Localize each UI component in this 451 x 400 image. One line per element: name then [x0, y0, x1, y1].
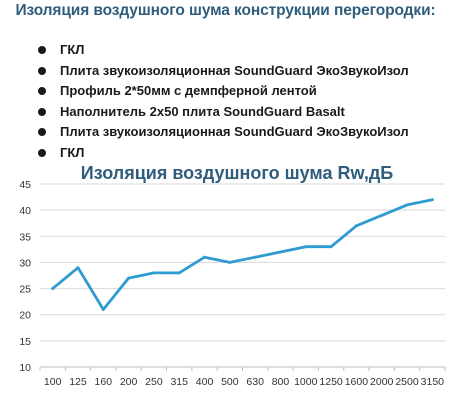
- y-tick-label: 20: [19, 310, 31, 322]
- x-tick-labels: 100 125 160 200 250 315 400 500 630 800 1000 1250 16…: [44, 376, 444, 388]
- construction-layers-list: ГКЛ Плита звукоизоляционная SoundGuard Э…: [38, 40, 409, 163]
- layer-label: Профиль 2*50мм с демпферной лентой: [60, 83, 317, 98]
- data-point: [76, 266, 80, 270]
- y-tick-label: 10: [19, 362, 31, 374]
- layer-item: Плита звукоизоляционная SoundGuard ЭкоЗв…: [38, 122, 409, 143]
- data-point: [228, 261, 232, 264]
- layer-item: ГКЛ: [38, 143, 409, 164]
- data-point: [253, 255, 257, 259]
- x-tick-label: 315: [170, 376, 188, 388]
- data-point: [203, 255, 206, 259]
- bullet-icon: [38, 107, 46, 116]
- data-point: [279, 250, 282, 254]
- x-tick-label: 400: [196, 376, 214, 388]
- x-tick-label: 2500: [395, 376, 419, 388]
- x-tick-label: 1000: [294, 376, 318, 388]
- series-line: [51, 198, 434, 311]
- x-tick-label: 630: [246, 376, 264, 388]
- layer-label: Плита звукоизоляционная SoundGuard ЭкоЗв…: [60, 62, 409, 78]
- y-tick-label: 40: [19, 205, 31, 217]
- layer-label: ГКЛ: [60, 42, 85, 57]
- layer-item: Профиль 2*50мм с демпферной лентой: [38, 81, 409, 102]
- data-point: [329, 245, 333, 249]
- data-point: [355, 224, 358, 228]
- layer-item: Плита звукоизоляционная SoundGuard ЭкоЗв…: [38, 61, 409, 82]
- layer-label: Плита звукоизоляционная SoundGuard ЭкоЗв…: [60, 124, 409, 139]
- x-tick-label: 800: [272, 376, 290, 388]
- data-point: [177, 271, 181, 275]
- layer-item: Наполнитель 2х50 плита SoundGuard Basalt: [38, 102, 409, 123]
- bullet-icon: [38, 87, 46, 95]
- page-heading: Изоляция воздушного шума конструкции пер…: [15, 2, 436, 19]
- data-point: [380, 213, 384, 217]
- layer-label: Наполнитель 2х50 плита SoundGuard Basalt: [60, 103, 345, 119]
- data-point: [51, 287, 55, 290]
- x-tick-label: 3150: [421, 376, 445, 388]
- y-tick-labels: 10 15 20 25 30 35 40 45: [19, 179, 31, 374]
- bullet-icon: [38, 46, 46, 54]
- series: [51, 198, 434, 311]
- data-point: [430, 198, 434, 202]
- y-tick-label: 35: [19, 231, 31, 243]
- layer-item: ГКЛ: [38, 40, 409, 61]
- bullet-icon: [38, 148, 46, 157]
- x-tick-label: 200: [120, 376, 138, 388]
- x-tick-label: 1250: [319, 376, 343, 388]
- x-tick-label: 1600: [345, 376, 369, 388]
- data-point: [101, 308, 105, 311]
- y-tick-label: 30: [19, 257, 31, 269]
- axes: [39, 366, 446, 371]
- x-tick-label: 500: [221, 376, 239, 388]
- x-tick-label: 250: [145, 376, 163, 388]
- bullet-icon: [38, 128, 46, 136]
- y-tick-label: 15: [19, 336, 31, 348]
- bullet-icon: [38, 66, 46, 75]
- x-tick-label: 100: [44, 376, 62, 388]
- x-tick-label: 160: [95, 376, 113, 388]
- data-point: [304, 245, 308, 249]
- layer-label: ГКЛ: [60, 144, 85, 160]
- data-point: [152, 271, 156, 275]
- y-tick-label: 25: [19, 284, 31, 296]
- data-point: [127, 276, 130, 280]
- y-tick-label: 45: [19, 179, 31, 191]
- chart-title: Изоляция воздушного шума Rw,дБ: [81, 163, 393, 183]
- data-point: [405, 203, 409, 207]
- x-tick-label: 125: [69, 376, 87, 388]
- gridlines: [40, 183, 445, 342]
- x-tick-label: 2000: [370, 376, 394, 388]
